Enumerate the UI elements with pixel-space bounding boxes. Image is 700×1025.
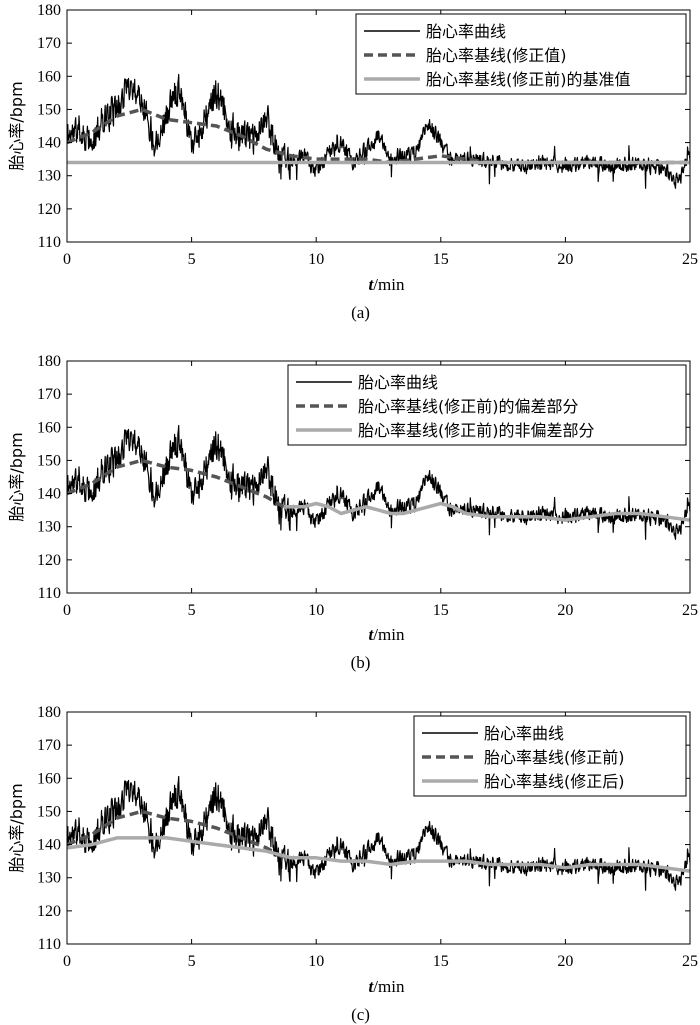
x-axis-label: t/min [369, 625, 405, 644]
y-tick-label: 120 [37, 201, 61, 218]
y-tick-label: 130 [37, 870, 61, 887]
x-tick-label: 15 [433, 602, 449, 619]
x-tick-label: 25 [682, 251, 698, 268]
y-tick-label: 160 [37, 419, 61, 436]
y-tick-label: 160 [37, 68, 61, 85]
panel-b: 0 5 10 15 20 25 110 120 130 140 150 160 170 180 胎心率/bp… [7, 353, 698, 672]
y-tick-label: 170 [37, 386, 61, 403]
y-tick-label: 170 [37, 737, 61, 754]
series-line-1 [67, 73, 690, 189]
x-tick-label: 5 [188, 953, 196, 970]
y-tick-label: 140 [37, 135, 61, 152]
legend-entry: 胎心率基线(修正前)的偏差部分 [358, 397, 579, 416]
y-tick-label: 140 [37, 486, 61, 503]
series-line-1 [67, 775, 690, 891]
series-line-1 [67, 424, 690, 540]
x-tick-label: 25 [682, 602, 698, 619]
y-tick-label: 110 [38, 585, 61, 602]
x-tick-label: 10 [308, 602, 324, 619]
y-tick-label: 140 [37, 837, 61, 854]
y-tick-label: 120 [37, 552, 61, 569]
x-axis-label-unit: /min [373, 275, 405, 294]
x-tick-label: 25 [682, 953, 698, 970]
legend-entry: 胎心率基线(修正后) [484, 772, 625, 791]
y-tick-label: 150 [37, 803, 61, 820]
legend-entry: 胎心率曲线 [426, 22, 506, 41]
panel-c: 0 5 10 15 20 25 110 120 130 140 150 160 170 180 胎心率/bp… [7, 704, 698, 1024]
panel-label: (a) [351, 303, 370, 322]
y-tick-label: 170 [37, 35, 61, 52]
x-axis-label-var: t [369, 275, 375, 294]
axes-frame [66, 711, 691, 945]
y-tick-label: 150 [37, 101, 61, 118]
x-tick-label: 0 [63, 602, 71, 619]
x-tick-label: 10 [308, 251, 324, 268]
y-tick-label: 180 [37, 2, 61, 19]
x-tick-label: 15 [433, 953, 449, 970]
y-axis-label: 胎心率/bpm [7, 81, 26, 170]
x-axis-label: t/min [369, 275, 405, 294]
y-tick-label: 110 [38, 936, 61, 953]
panel-label: (b) [351, 653, 371, 672]
x-axis-label-var: t [369, 625, 375, 644]
series-line-3 [67, 836, 690, 873]
y-tick-label: 110 [38, 234, 61, 251]
y-axis-label: 胎心率/bpm [7, 783, 26, 872]
series-line-3 [283, 501, 690, 522]
x-tick-label: 5 [188, 602, 196, 619]
panel-a: 0 5 10 15 20 25 110 120 130 140 150 160 170 180 胎心率/bp… [7, 2, 698, 322]
legend-entry: 胎心率曲线 [484, 724, 564, 743]
x-tick-label: 0 [63, 251, 71, 268]
x-axis-label-var: t [369, 977, 375, 996]
x-tick-label: 20 [557, 602, 573, 619]
y-tick-label: 150 [37, 452, 61, 469]
x-tick-label: 10 [308, 953, 324, 970]
legend-entry: 胎心率基线(修正前)的非偏差部分 [358, 421, 595, 440]
legend-entry: 胎心率曲线 [358, 373, 438, 392]
y-tick-label: 120 [37, 903, 61, 920]
x-axis-label-unit: /min [373, 977, 405, 996]
legend-entry: 胎心率基线(修正值) [426, 46, 567, 65]
legend-entry: 胎心率基线(修正前)的基准值 [426, 70, 631, 89]
x-tick-label: 5 [188, 251, 196, 268]
x-tick-label: 20 [557, 953, 573, 970]
x-axis-label-unit: /min [373, 625, 405, 644]
legend-entry: 胎心率基线(修正前) [484, 748, 625, 767]
panel-label: (c) [351, 1005, 370, 1024]
series-line-2 [67, 458, 285, 509]
y-tick-label: 130 [37, 519, 61, 536]
axes-frame [66, 9, 691, 243]
y-tick-label: 130 [37, 168, 61, 185]
axes-frame [66, 360, 691, 594]
x-tick-label: 0 [63, 953, 71, 970]
x-tick-label: 20 [557, 251, 573, 268]
legend-box [287, 364, 687, 446]
x-axis-label: t/min [369, 977, 405, 996]
y-tick-label: 180 [37, 704, 61, 721]
y-axis-label: 胎心率/bpm [7, 432, 26, 521]
y-tick-label: 180 [37, 353, 61, 370]
y-tick-label: 160 [37, 770, 61, 787]
series-line-2 [67, 809, 285, 860]
x-tick-label: 15 [433, 251, 449, 268]
